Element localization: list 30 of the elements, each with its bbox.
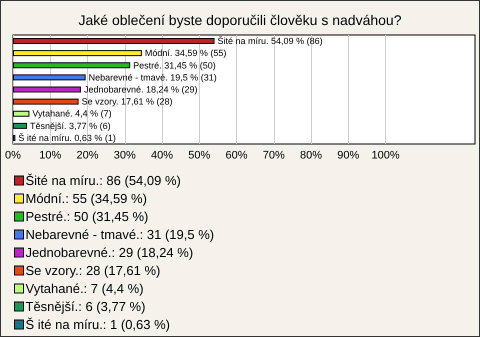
data-label: Se vzory. 17,61 % (28) xyxy=(82,96,172,107)
x-tick-label: 50% xyxy=(188,150,211,162)
legend-label: Š ité na míru.: 1 (0,63 %) xyxy=(26,317,170,332)
data-label: Pestré. 31,45 % (50) xyxy=(133,60,216,70)
x-tick-label: 40% xyxy=(151,150,174,162)
legend-label: Jednobarevné.: 29 (18,24 %) xyxy=(26,245,194,260)
x-tick-label: 0% xyxy=(5,150,22,162)
x-tick-label: 10% xyxy=(39,150,62,162)
x-tick-label: 30% xyxy=(114,150,136,162)
legend-label: Nebarevné - tmavé.: 31 (19,5 %) xyxy=(26,227,214,242)
legend-label: Se vzory.: 28 (17,61 %) xyxy=(26,263,160,278)
legend-label: Šité na míru.: 86 (54,09 %) xyxy=(26,173,181,188)
legend-label: Módní.: 55 (34,59 %) xyxy=(26,191,147,206)
data-label: Těsnější. 3,77 % (6) xyxy=(30,120,111,131)
chart-title: Jaké oblečení byste doporučili člověku s nadváhou? xyxy=(78,12,402,28)
x-tick-label: 90% xyxy=(337,150,360,162)
x-tick-label: 60% xyxy=(226,150,248,162)
data-label: Š ité na míru. 0,63 % (1) xyxy=(18,132,116,143)
x-tick-label: 100% xyxy=(372,150,400,162)
legend-label: Pestré.: 50 (31,45 %) xyxy=(26,209,148,224)
x-tick-label: 20% xyxy=(76,150,99,162)
data-label: Šité na míru. 54,09 % (86) xyxy=(218,36,323,46)
x-tick-label: 80% xyxy=(300,150,322,162)
data-label: Jednobarevné. 18,24 % (29) xyxy=(84,84,198,94)
data-label: Vytahané. 4,4 % (7) xyxy=(32,108,112,119)
legend-label: Vytahané.: 7 (4,4 %) xyxy=(26,281,144,296)
legend-label: Těsnější.: 6 (3,77 %) xyxy=(26,299,146,314)
data-label: Módní. 34,59 % (55) xyxy=(144,48,226,58)
x-tick-label: 70% xyxy=(262,150,286,162)
data-label: Nebarevné - tmavé. 19,5 % (31) xyxy=(88,72,217,82)
